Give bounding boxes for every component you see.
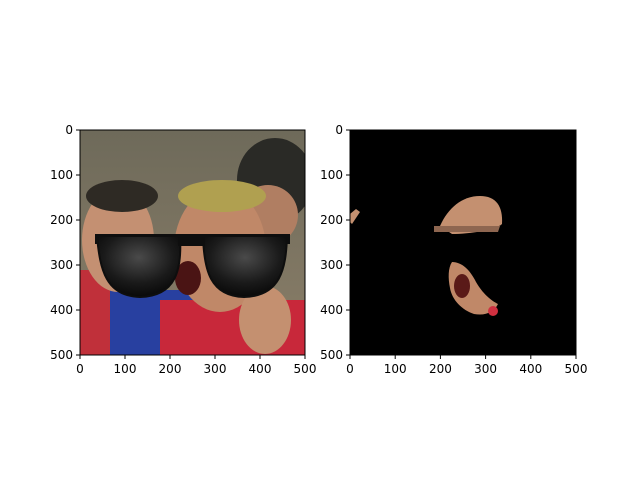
right-x-tick-label: 500 (565, 362, 588, 376)
right-x-tick-label: 300 (474, 362, 497, 376)
right-y-tick-label: 0 (335, 123, 343, 137)
sunglasses-left-lens (95, 235, 182, 299)
left-y-tick-label: 100 (50, 168, 73, 182)
skin-fragment-forehead (440, 196, 503, 234)
left-x-tick-label: 400 (249, 362, 272, 376)
skin-fragment-brow (434, 226, 500, 232)
mask-red-blob (488, 306, 498, 316)
left-y-tick-label: 400 (50, 303, 73, 317)
right-axes-frame (349, 129, 577, 356)
left-y-tick-label: 300 (50, 258, 73, 272)
right-x-tick-label: 0 (346, 362, 354, 376)
right-x-tick-label: 200 (429, 362, 452, 376)
sunglasses-right-lens (201, 235, 289, 299)
left-x-tick-label: 300 (204, 362, 227, 376)
right-y-tick-label: 500 (320, 348, 343, 362)
right-x-tick-label: 100 (384, 362, 407, 376)
right-image (350, 130, 576, 355)
right-x-tick-label: 400 (519, 362, 542, 376)
left-x-tick-label: 0 (76, 362, 84, 376)
mask-background (350, 130, 576, 355)
right-y-tick-label: 100 (320, 168, 343, 182)
left-player-hair (86, 180, 158, 212)
left-x-tick-label: 100 (114, 362, 137, 376)
left-y-tick-label: 200 (50, 213, 73, 227)
right-y-tick-label: 300 (320, 258, 343, 272)
right-y-tick-label: 200 (320, 213, 343, 227)
mask-mouth (454, 274, 470, 298)
left-x-tick-label: 200 (159, 362, 182, 376)
left-axes-frame (79, 129, 306, 356)
left-x-tick-label: 500 (294, 362, 317, 376)
left-image (80, 130, 305, 355)
left-y-tick-label: 500 (50, 348, 73, 362)
skin-fragment-left (350, 209, 360, 224)
right-y-tick-label: 400 (320, 303, 343, 317)
center-player-hand (239, 286, 291, 354)
sunglasses-overlay (95, 234, 290, 299)
sunglasses-bridge (178, 236, 205, 246)
left-y-tick-label: 0 (65, 123, 73, 137)
center-player-hair (178, 180, 266, 212)
center-player-mouth (175, 261, 201, 295)
